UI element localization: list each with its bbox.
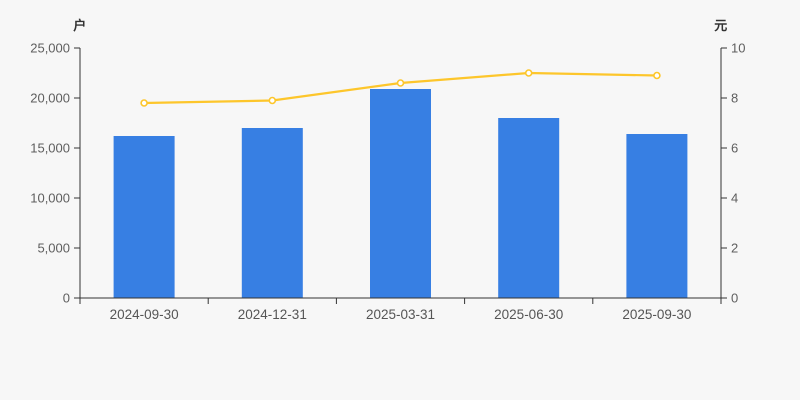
x-axis-category-label: 2025-09-30 (622, 307, 691, 322)
left-axis-tick-label: 10,000 (30, 191, 70, 206)
right-axis-title: 元 (714, 18, 728, 33)
right-axis-tick-label: 10 (731, 41, 745, 56)
line-point-2025-09-30[interactable] (653, 71, 661, 80)
right-axis-tick-label: 6 (731, 141, 738, 156)
left-axis-tick-label: 25,000 (30, 41, 70, 56)
left-axis-tick-label: 5,000 (37, 241, 70, 256)
x-axis-category-label: 2024-09-30 (110, 307, 179, 322)
x-axis-category-label: 2025-06-30 (494, 307, 563, 322)
left-axis-tick-label: 20,000 (30, 91, 70, 106)
bar-2025-03-31[interactable] (370, 89, 431, 298)
bar-2025-06-30[interactable] (498, 118, 560, 298)
line-point-2024-12-31[interactable] (268, 96, 277, 105)
line-point-2024-09-30[interactable] (140, 99, 148, 107)
line-point-2025-06-30[interactable] (524, 69, 533, 77)
right-axis-tick-label: 8 (731, 91, 738, 106)
bar-2024-09-30[interactable] (113, 136, 175, 298)
right-axis-tick-label: 4 (731, 191, 738, 206)
right-axis-tick-label: 2 (731, 241, 738, 256)
left-axis-title: 户 (73, 18, 87, 33)
x-axis-category-label: 2025-03-31 (366, 307, 435, 322)
bar-2024-12-31[interactable] (241, 128, 303, 298)
bar-2025-09-30[interactable] (626, 134, 688, 298)
right-axis-tick-label: 0 (731, 291, 738, 306)
line-point-2025-03-31[interactable] (396, 79, 405, 87)
left-axis-tick-label: 15,000 (30, 141, 70, 156)
left-axis-tick-label: 0 (63, 291, 70, 306)
x-axis-category-label: 2024-12-31 (238, 307, 307, 322)
